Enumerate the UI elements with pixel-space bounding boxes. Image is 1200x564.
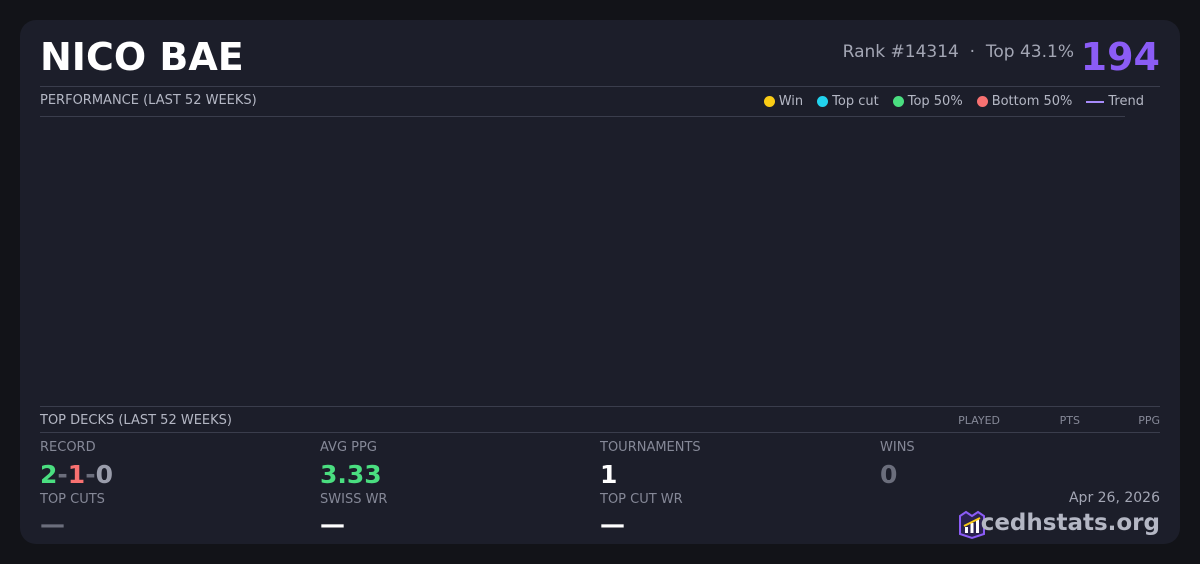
rank-info: Rank #14314 · Top 43.1% (843, 44, 1074, 61)
legend-item: Bottom 50% (976, 94, 1073, 109)
legend-swatch (1086, 100, 1105, 103)
date: Apr 26, 2026 (1068, 490, 1160, 506)
legend-item: Win (763, 94, 804, 109)
section-title: PERFORMANCE (LAST 52 WEEKS) (40, 93, 257, 108)
legend-label: Win (778, 94, 804, 109)
brand-logo (959, 510, 985, 540)
stat-value: — (40, 510, 65, 539)
divider (40, 86, 1160, 87)
legend-item: Trend (1086, 94, 1144, 109)
player-name: NICO BAE (40, 35, 244, 79)
legend-label: Bottom 50% (991, 94, 1073, 109)
rank: Rank #14314 (842, 42, 959, 62)
stat-value: 1 (600, 460, 618, 489)
stat-label: TOURNAMENTS (600, 440, 701, 455)
legend-swatch (892, 96, 904, 107)
separator: · (969, 42, 976, 62)
legend-swatch (817, 96, 829, 107)
legend-label: Trend (1108, 94, 1144, 109)
stat-label: RECORD (40, 440, 96, 455)
stat-value: 3.33 (320, 460, 382, 489)
stat-value: — (320, 510, 345, 539)
top-percent: Top 43.1% (985, 42, 1074, 62)
record: 2-1-0 (40, 462, 113, 487)
stat-label: WINS (880, 440, 915, 455)
divider (40, 432, 1160, 433)
column-header: PPG (1138, 414, 1160, 427)
stat-value: 0 (880, 460, 898, 489)
section-title: TOP DECKS (LAST 52 WEEKS) (40, 413, 232, 428)
stat-label: TOP CUTS (40, 492, 105, 507)
stat-label: AVG PPG (320, 440, 377, 455)
legend-item: Top cut (817, 94, 879, 109)
legend-swatch (976, 96, 988, 107)
score: 194 (1080, 35, 1160, 79)
record-separator: - (85, 460, 96, 489)
column-header: PTS (1059, 414, 1080, 427)
card (20, 20, 1180, 544)
legend-label: Top 50% (907, 94, 963, 109)
stat-value: — (600, 510, 625, 539)
legend-swatch (763, 96, 775, 107)
legend-item: Top 50% (892, 94, 963, 109)
record-wins: 2 (40, 460, 58, 489)
stat-label: TOP CUT WR (600, 492, 683, 507)
legend-label: Top cut (832, 94, 879, 109)
stat-label: SWISS WR (320, 492, 388, 507)
record-draws: 0 (95, 460, 113, 489)
column-header: PLAYED (958, 414, 1000, 427)
legend: Win Top cut Top 50% Bottom 50% Trend (763, 94, 1144, 109)
record-separator: - (57, 460, 68, 489)
divider (40, 406, 1160, 407)
brand: cedhstats.org (980, 510, 1160, 536)
divider (40, 116, 1125, 117)
record-losses: 1 (67, 460, 86, 489)
